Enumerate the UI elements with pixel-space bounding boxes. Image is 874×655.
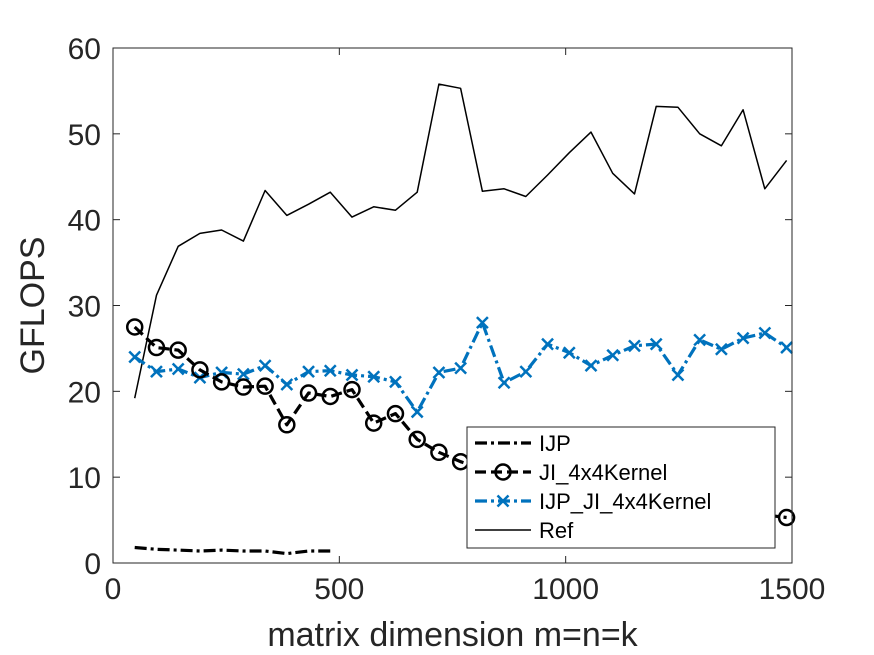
data-point-ijp-ji-4x4kernel [128, 350, 142, 364]
data-point-ijp-ji-4x4kernel [345, 368, 359, 382]
ticks-layer: 0 500 1000 1500 0 10 20 30 40 50 60 [68, 33, 826, 606]
data-point-ji-4x4kernel [430, 443, 448, 462]
y-tick-label: 40 [68, 205, 101, 238]
legend-label: Ref [539, 518, 574, 543]
data-point-ji-4x4kernel [278, 416, 296, 434]
data-point-ijp-ji-4x4kernel [628, 339, 641, 353]
data-point-ijp-ji-4x4kernel [780, 341, 793, 354]
data-point-ijp-ji-4x4kernel [475, 316, 489, 330]
data-point-ji-4x4kernel [256, 377, 274, 395]
data-point-ijp-ji-4x4kernel [715, 342, 728, 356]
legend-label: JI_4x4Kernel [539, 460, 667, 485]
series-line-ref [133, 83, 788, 399]
data-point-ji-4x4kernel [386, 404, 405, 423]
data-point-ijp-ji-4x4kernel [454, 361, 468, 375]
data-point-ji-4x4kernel [125, 318, 144, 336]
legend-item-ijp-ji-4x4kernel: IJP_JI_4x4Kernel [475, 489, 711, 514]
data-point-ijp-ji-4x4kernel [736, 331, 750, 345]
legend-item-ref: Ref [475, 518, 574, 543]
x-tick-label: 1000 [532, 573, 599, 606]
data-point-ji-4x4kernel [364, 414, 383, 432]
y-tick-label: 0 [84, 548, 101, 581]
legend-item-ji-4x4kernel: JI_4x4Kernel [475, 460, 667, 485]
series-ijp [134, 545, 331, 556]
data-point-ijp-ji-4x4kernel [584, 359, 598, 372]
series-ref [133, 83, 788, 399]
data-point-ji-4x4kernel [212, 373, 231, 391]
data-point-ijp-ji-4x4kernel [606, 348, 620, 362]
data-point-ji-4x4kernel [343, 380, 361, 399]
data-point-ijp-ji-4x4kernel [171, 362, 185, 376]
y-axis-label: GFLOPS [14, 237, 52, 375]
data-point-ijp-ji-4x4kernel [519, 365, 533, 378]
data-point-ijp-ji-4x4kernel [649, 337, 663, 351]
data-point-ijp-ji-4x4kernel [323, 364, 337, 378]
data-point-ijp-ji-4x4kernel [671, 368, 685, 382]
y-tick-label: 30 [68, 291, 101, 324]
data-point-ijp-ji-4x4kernel [280, 378, 294, 391]
data-point-ji-4x4kernel [321, 387, 340, 406]
data-point-ijp-ji-4x4kernel [389, 375, 402, 389]
data-point-ijp-ji-4x4kernel [541, 337, 554, 351]
data-point-ijp-ji-4x4kernel [367, 370, 381, 384]
legend-item-ijp: IJP [475, 431, 571, 456]
x-tick-label: 0 [105, 573, 122, 606]
data-point-ji-4x4kernel [147, 338, 166, 357]
data-point-ji-4x4kernel [299, 384, 318, 402]
data-point-ijp-ji-4x4kernel [497, 376, 511, 390]
data-point-ijp-ji-4x4kernel [562, 346, 576, 360]
x-axis-label: matrix dimension m=n=k [267, 616, 638, 654]
data-point-ijp-ji-4x4kernel [410, 405, 424, 419]
data-point-ijp-ji-4x4kernel [258, 359, 272, 372]
data-point-ijp-ji-4x4kernel [758, 326, 772, 340]
y-tick-label: 50 [68, 119, 101, 152]
legend-marker [494, 463, 512, 481]
data-point-ji-4x4kernel [234, 378, 253, 396]
data-point-ijp-ji-4x4kernel [693, 333, 707, 347]
legend-label: IJP_JI_4x4Kernel [539, 489, 711, 514]
data-point-ijp-ji-4x4kernel [432, 366, 446, 379]
x-tick-label: 1500 [759, 573, 826, 606]
legend-marker [496, 494, 510, 508]
series-ijp-ji-4x4kernel [128, 316, 793, 419]
legend-label: IJP [539, 431, 571, 456]
data-point-ji-4x4kernel [191, 361, 209, 379]
data-point-ji-4x4kernel [169, 341, 187, 359]
x-tick-label: 500 [314, 573, 364, 606]
y-tick-label: 60 [68, 33, 101, 66]
data-point-ijp-ji-4x4kernel [150, 365, 163, 378]
legend-box [466, 426, 776, 549]
data-point-ji-4x4kernel [777, 508, 796, 527]
data-point-ijp-ji-4x4kernel [236, 367, 250, 381]
legend: IJP JI_4x4Kernel IJP_JI_4x4Kernel Ref [466, 426, 776, 549]
data-point-ijp-ji-4x4kernel [302, 365, 315, 378]
plot-area: 0 500 1000 1500 0 10 20 30 40 50 60 [68, 33, 826, 606]
series-line-ijp [134, 545, 331, 556]
y-tick-label: 10 [68, 462, 101, 495]
y-tick-label: 20 [68, 376, 101, 409]
data-point-ji-4x4kernel [408, 430, 426, 449]
